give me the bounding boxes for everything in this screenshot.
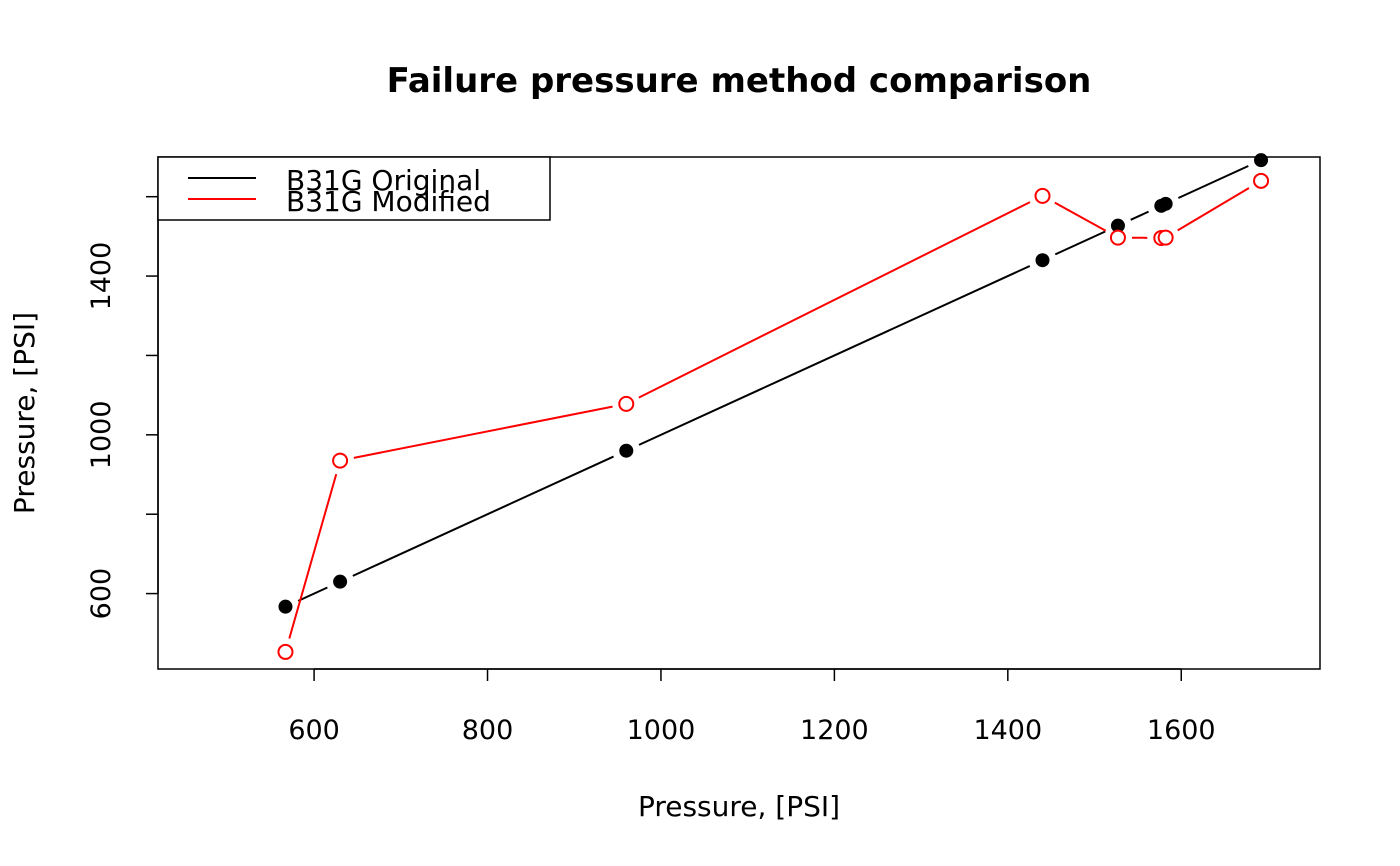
y-axis-title: Pressure, [PSI] <box>8 312 41 514</box>
y-tick-label: 600 <box>86 568 117 620</box>
x-axis: 600 800 1000 1200 1400 1600 <box>288 668 1216 746</box>
data-point <box>618 395 635 412</box>
series-line-segment <box>1054 230 1106 256</box>
data-point <box>277 643 294 660</box>
data-point <box>1158 196 1173 211</box>
y-tick-label: 1400 <box>86 242 117 311</box>
series-b31g-modified <box>277 172 1270 660</box>
legend-label-b31g-modified: B31G Modified <box>286 185 491 218</box>
data-point <box>1034 187 1051 204</box>
series-line-segment <box>638 201 1031 399</box>
x-tick-label: 1200 <box>800 715 869 746</box>
data-point <box>333 574 348 589</box>
series-line-segment <box>297 586 328 602</box>
series-line-segment <box>288 473 338 639</box>
series-line-segment <box>353 405 613 459</box>
data-point <box>332 452 349 469</box>
series-line-segment <box>638 265 1031 446</box>
series-line-segment <box>1177 187 1250 232</box>
plot-frame <box>157 156 1321 670</box>
y-tick-label: 1000 <box>86 400 117 469</box>
data-point <box>1109 229 1126 246</box>
legend: B31G Original B31G Modified <box>157 156 551 221</box>
y-axis: 600 1000 1400 <box>86 195 159 620</box>
legend-box <box>157 156 551 221</box>
series-line-segment <box>352 455 614 577</box>
x-axis-title: Pressure, [PSI] <box>638 790 840 823</box>
data-point <box>1253 172 1270 189</box>
x-tick-label: 800 <box>462 715 514 746</box>
data-point <box>1157 229 1174 246</box>
data-point <box>1035 253 1050 268</box>
x-tick-label: 600 <box>288 715 340 746</box>
x-tick-label: 1600 <box>1147 715 1216 746</box>
series-line-segment <box>1177 165 1249 199</box>
legend-label-b31g-original: B31G Original <box>286 164 481 197</box>
chart-title: Failure pressure method comparison <box>387 61 1092 101</box>
series-layer <box>277 153 1270 660</box>
x-tick-label: 1400 <box>973 715 1042 746</box>
series-line-segment <box>1054 201 1107 232</box>
data-point <box>278 599 293 614</box>
data-point <box>1254 153 1269 168</box>
series-line-segment <box>1130 210 1149 221</box>
data-point <box>619 443 634 458</box>
series-b31g-original <box>278 153 1269 614</box>
x-tick-label: 1000 <box>627 715 696 746</box>
